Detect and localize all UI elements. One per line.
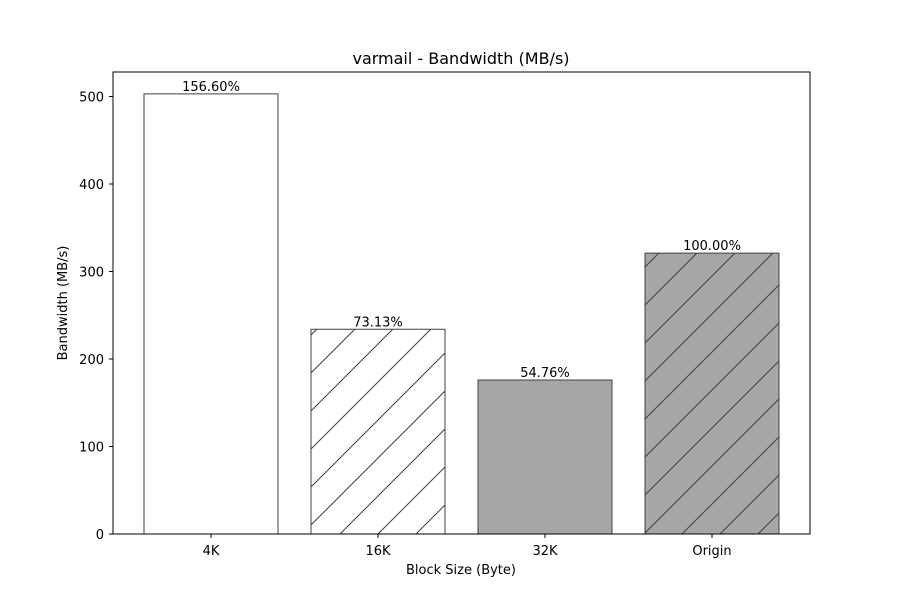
x-tick-label-32k: 32K xyxy=(532,544,558,559)
x-tick-label-4k: 4K xyxy=(203,544,220,559)
bars-layer xyxy=(143,93,780,535)
x-tick-label-16k: 16K xyxy=(365,544,391,559)
x-tick-label-origin: Origin xyxy=(692,544,731,559)
bar-hatch-16k xyxy=(311,329,445,534)
data-labels-layer: 156.60% 73.13% 54.76% 100.00% xyxy=(182,80,741,381)
y-axis-label: Bandwidth (MB/s) xyxy=(56,246,71,361)
bar-hatch-origin xyxy=(645,253,779,534)
chart-title: varmail - Bandwidth (MB/s) xyxy=(352,49,569,68)
bar-32k xyxy=(478,380,612,534)
y-tick-label-200: 200 xyxy=(79,353,104,368)
y-axis: 0 100 200 300 400 500 xyxy=(79,91,113,543)
data-label-origin: 100.00% xyxy=(683,239,741,254)
bar-4k xyxy=(144,93,278,534)
data-label-4k: 156.60% xyxy=(182,80,240,95)
x-axis-label: Block Size (Byte) xyxy=(406,563,516,578)
y-tick-label-100: 100 xyxy=(79,441,104,456)
y-tick-label-0: 0 xyxy=(96,528,104,543)
y-tick-label-300: 300 xyxy=(79,266,104,281)
y-tick-label-500: 500 xyxy=(79,91,104,106)
data-label-32k: 54.76% xyxy=(520,366,570,381)
data-label-16k: 73.13% xyxy=(353,315,403,330)
y-tick-label-400: 400 xyxy=(79,178,104,193)
plot-area-frame xyxy=(112,71,811,535)
x-axis: 4K 16K 32K Origin xyxy=(203,534,732,559)
